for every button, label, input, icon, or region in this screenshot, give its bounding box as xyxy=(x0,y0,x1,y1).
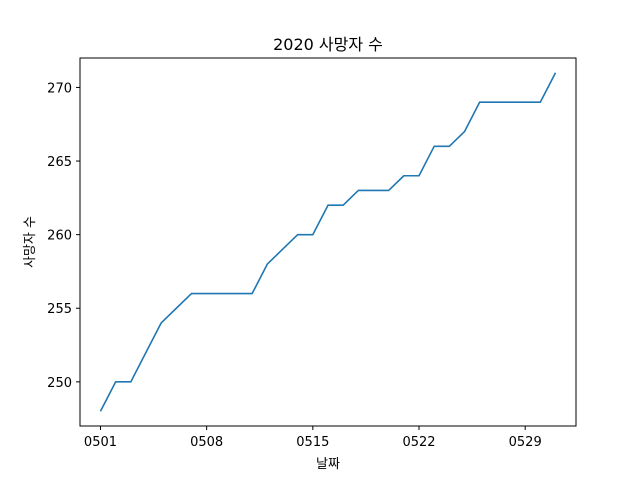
y-tick-label: 270 xyxy=(47,81,72,96)
y-tick-label: 255 xyxy=(47,302,72,317)
chart-title: 2020 사망자 수 xyxy=(273,35,383,54)
y-axis-label: 사망자 수 xyxy=(23,216,38,268)
plot-frame xyxy=(79,57,577,427)
x-tick-label: 0515 xyxy=(296,435,329,450)
x-tick-label: 0501 xyxy=(84,435,117,450)
y-tick-label: 265 xyxy=(47,155,72,170)
x-tick-label: 0508 xyxy=(190,435,223,450)
y-tick-label: 260 xyxy=(47,229,72,244)
x-tick-label: 0529 xyxy=(509,435,542,450)
x-tick-label: 0522 xyxy=(402,435,435,450)
series-line xyxy=(99,72,557,412)
series-layer xyxy=(99,72,557,412)
y-tick-label: 250 xyxy=(47,376,72,391)
axis-ticks: 0501 0508 0515 0522 0529 250 255 260 265 270 xyxy=(47,81,542,450)
x-axis-label: 날짜 xyxy=(316,457,340,472)
